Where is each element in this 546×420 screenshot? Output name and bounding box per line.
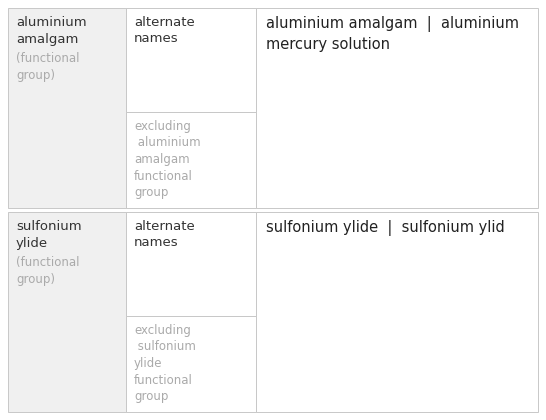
Text: sulfonium ylide  |  sulfonium ylid: sulfonium ylide | sulfonium ylid (266, 220, 505, 236)
Bar (8, 8, 126, 208)
Text: excluding
 aluminium
amalgam
functional
group: excluding aluminium amalgam functional g… (134, 120, 200, 199)
Text: alternate
names: alternate names (134, 220, 195, 249)
Bar (256, 212, 538, 412)
Text: (functional
group): (functional group) (16, 256, 80, 286)
Bar (8, 212, 126, 412)
Text: aluminium amalgam  |  aluminium
mercury solution: aluminium amalgam | aluminium mercury so… (266, 16, 519, 52)
Bar (126, 112, 256, 208)
Text: sulfonium
ylide: sulfonium ylide (16, 220, 81, 249)
Bar (126, 316, 256, 412)
Text: excluding
 sulfonium
ylide
functional
group: excluding sulfonium ylide functional gro… (134, 324, 196, 403)
Text: aluminium
amalgam: aluminium amalgam (16, 16, 87, 45)
Bar (126, 8, 256, 112)
Text: alternate
names: alternate names (134, 16, 195, 45)
Bar (256, 8, 538, 208)
Bar (126, 212, 256, 316)
Text: (functional
group): (functional group) (16, 52, 80, 81)
